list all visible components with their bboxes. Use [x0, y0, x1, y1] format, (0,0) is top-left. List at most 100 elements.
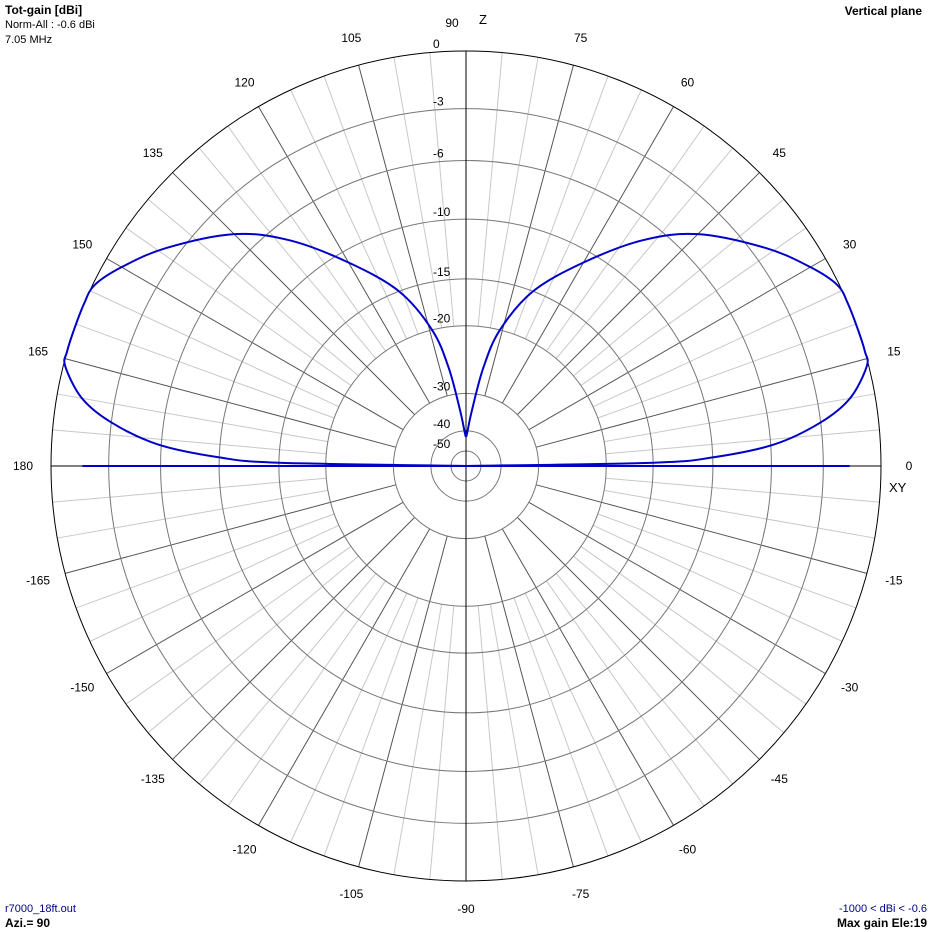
grid-radial-major: [517, 517, 760, 760]
angle-tick-label: 180: [13, 459, 33, 473]
angle-tick-label: 45: [773, 146, 787, 160]
grid-radial-minor: [52, 429, 327, 455]
grid-radial-minor: [198, 573, 377, 785]
angle-tick-label: 0: [906, 459, 913, 473]
grid-radial-minor: [546, 125, 705, 352]
grid-radial-minor: [605, 429, 880, 455]
ring-label: -20: [433, 312, 451, 326]
ring-label: -50: [433, 437, 451, 451]
grid-radial-minor: [198, 147, 377, 359]
grid-radial-minor: [555, 147, 734, 359]
angle-tick-label: 120: [234, 75, 254, 89]
azimuth-label: Azi.= 90: [5, 916, 51, 930]
grid-radial-minor: [477, 605, 503, 880]
grid-radial-minor: [89, 290, 340, 408]
grid-radial-minor: [592, 290, 843, 408]
angle-tick-label: -30: [841, 681, 859, 695]
grid-radial-major: [358, 536, 448, 867]
angle-tick-label: -45: [771, 772, 789, 786]
grid-radial-major: [106, 258, 404, 431]
angle-tick-label: -165: [26, 574, 50, 588]
ring-label: 0: [433, 37, 440, 51]
grid-radial-minor: [513, 75, 609, 335]
grid-radial-minor: [75, 513, 335, 609]
grid-radial-minor: [125, 546, 352, 705]
grid-radial-minor: [580, 227, 807, 386]
z-axis-label: Z: [479, 12, 487, 27]
grid-radial-minor: [489, 604, 539, 875]
grid-radial-major: [484, 536, 574, 867]
file-name-label: r7000_18ft.out: [5, 903, 76, 915]
grid-radial-minor: [323, 597, 419, 857]
angle-tick-label: -60: [679, 843, 697, 857]
grid-radial-major: [258, 528, 431, 826]
grid-radial-major: [358, 65, 448, 396]
grid-radial-minor: [75, 323, 335, 419]
xy-axis-label: XY: [889, 480, 907, 495]
angle-tick-label: 90: [445, 16, 459, 30]
grid-radial-minor: [147, 555, 359, 734]
grid-radial-minor: [429, 52, 455, 327]
grid-radial-major: [536, 358, 867, 448]
grid-radial-minor: [580, 546, 807, 705]
grid-radial-minor: [290, 89, 408, 340]
grid-radial-major: [65, 484, 396, 574]
angle-tick-label: 75: [574, 31, 588, 45]
grid-radial-minor: [597, 323, 857, 419]
grid-radial-minor: [147, 198, 359, 377]
frequency-label: 7.05 MHz: [5, 34, 53, 46]
grid-radial-major: [528, 258, 826, 431]
grid-radial-minor: [524, 592, 642, 843]
grid-radial-minor: [573, 198, 785, 377]
angle-tick-label: -105: [339, 887, 363, 901]
normalization-label: Norm-All : -0.6 dBi: [5, 19, 95, 31]
grid-radial-minor: [573, 555, 785, 734]
grid-radial-minor: [604, 393, 875, 443]
grid-radial-minor: [489, 57, 539, 328]
grid-radial-minor: [555, 573, 734, 785]
grid-radial-minor: [227, 125, 386, 352]
plane-label: Vertical plane: [844, 4, 922, 18]
grid-radial-minor: [546, 580, 705, 807]
grid-radial-major: [528, 501, 826, 674]
angle-tick-label: 135: [143, 146, 163, 160]
grid-radial-minor: [125, 227, 352, 386]
grid-radial-minor: [524, 89, 642, 340]
angle-tick-label: 15: [887, 344, 901, 358]
grid-radial-minor: [57, 393, 328, 443]
grid-radial-minor: [290, 592, 408, 843]
angle-tick-label: -90: [457, 902, 475, 916]
range-label: -1000 < dBi < -0.6: [838, 903, 927, 915]
grid-radial-minor: [393, 604, 443, 875]
grid-radial-major: [536, 484, 867, 574]
quantity-label: Tot-gain [dBi]: [5, 3, 83, 17]
grid-radial-major: [172, 172, 415, 415]
ring-label: -40: [433, 417, 451, 431]
grid-radial-major: [517, 172, 760, 415]
ring-label: -10: [433, 205, 451, 219]
grid-radial-major: [65, 358, 396, 448]
grid-radial-minor: [513, 597, 609, 857]
angle-tick-label: -135: [141, 772, 165, 786]
grid-radial-minor: [227, 580, 386, 807]
grid-radial-minor: [592, 524, 843, 642]
grid-radial-minor: [323, 75, 419, 335]
angle-tick-label: 165: [28, 344, 48, 358]
angle-tick-label: 60: [681, 75, 695, 89]
grid-radial-major: [172, 517, 415, 760]
grid-radial-minor: [597, 513, 857, 609]
angle-tick-label: 30: [843, 238, 857, 252]
ring-label: -6: [433, 147, 444, 161]
angle-tick-label: -120: [232, 843, 256, 857]
grid-radial-minor: [393, 57, 443, 328]
angle-tick-label: -15: [885, 574, 903, 588]
grid-radial-minor: [477, 52, 503, 327]
ring-label: -30: [433, 379, 451, 393]
angle-tick-label: 105: [341, 31, 361, 45]
grid-radial-major: [501, 106, 674, 404]
angle-tick-label: -150: [70, 681, 94, 695]
angle-tick-label: 150: [72, 238, 92, 252]
angle-tick-label: -75: [572, 887, 590, 901]
